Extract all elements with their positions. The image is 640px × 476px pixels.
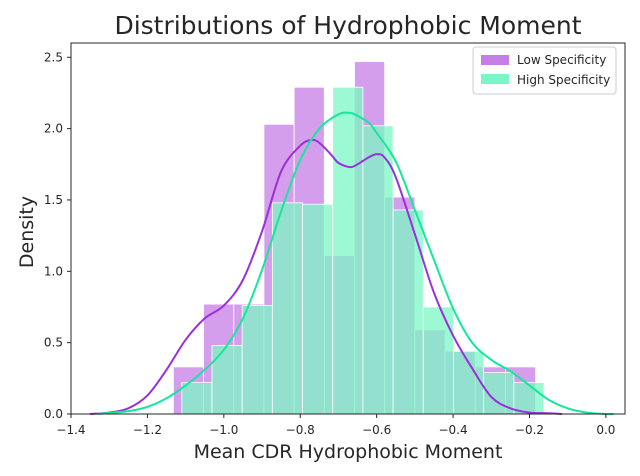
y-tick-label: 0.5	[44, 336, 63, 350]
kde-lines	[90, 111, 614, 416]
y-tick-label: 0.0	[44, 407, 63, 421]
x-tick-label: −1.0	[209, 423, 238, 437]
x-tick-label: 0.0	[596, 423, 615, 437]
legend-swatch-high-specificity	[481, 74, 509, 84]
kde-line-low-specificity	[90, 138, 563, 415]
x-axis-label: Mean CDR Hydrophobic Moment	[194, 441, 503, 463]
hist-bar-high-7	[392, 209, 424, 415]
x-tick-label: −0.2	[515, 423, 544, 437]
plot-frame	[70, 42, 626, 415]
hist-bar-high-4	[302, 203, 334, 415]
y-tick-label: 1.5	[44, 193, 63, 207]
y-axis-label: Density	[16, 196, 38, 268]
hist-bar-high-8	[422, 306, 454, 415]
hist-bar-high-3	[271, 202, 303, 415]
x-tick-label: −0.6	[362, 423, 391, 437]
hist-bar-high-1	[211, 345, 243, 415]
chart-title: Distributions of Hydrophobic Moment	[114, 11, 581, 40]
plot-area	[70, 42, 626, 416]
legend-label-high-specificity: High Specificity	[517, 73, 610, 87]
hist-bar-high-6	[362, 125, 394, 415]
x-tick-label: −1.2	[133, 423, 162, 437]
hist-bar-high-11	[513, 382, 545, 415]
legend-label-low-specificity: Low Specificity	[517, 53, 606, 67]
hist-bar-high-0	[181, 382, 213, 415]
x-tick-label: −0.8	[286, 423, 315, 437]
x-tick-label: −0.4	[438, 423, 467, 437]
y-tick-label: 2.0	[44, 122, 63, 136]
hist-bar-high-2	[241, 305, 273, 415]
legend-swatch-low-specificity	[481, 55, 509, 65]
histogram-bars	[172, 61, 545, 415]
x-tick-label: −1.4	[56, 423, 85, 437]
kde-line-high-specificity	[97, 111, 614, 416]
x-axis: −1.4 −1.2 −1.0 −0.8 −0.6 −0.4 −0.2 0.0	[56, 414, 615, 437]
y-axis: 0.0 0.5 1.0 1.5 2.0 2.5	[44, 50, 71, 421]
legend: Low Specificity High Specificity	[472, 46, 617, 95]
y-tick-label: 2.5	[44, 50, 63, 64]
hist-bar-high-5	[332, 86, 364, 415]
y-tick-label: 1.0	[44, 264, 63, 278]
